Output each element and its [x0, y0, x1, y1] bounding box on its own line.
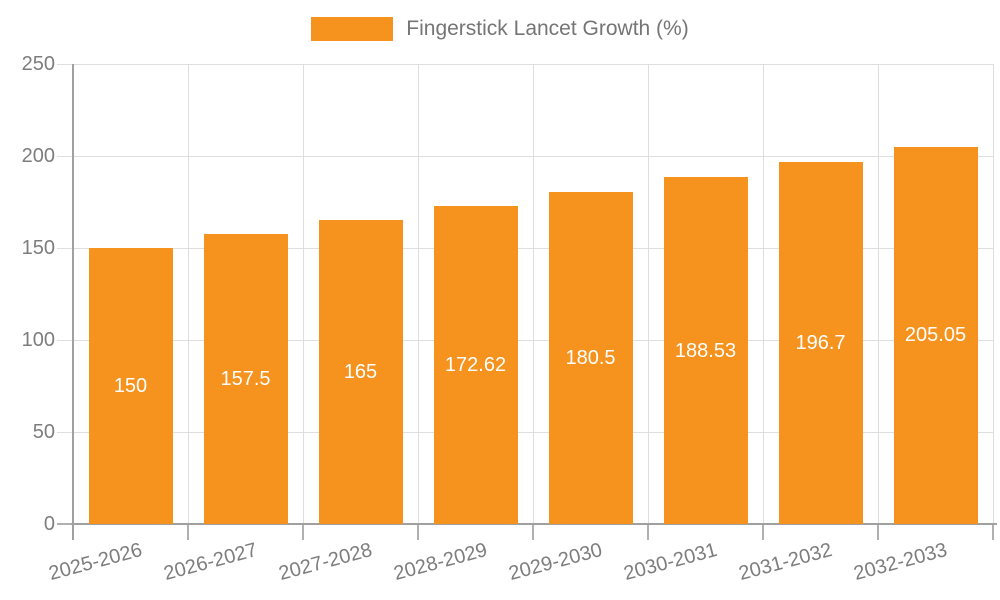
legend-label: Fingerstick Lancet Growth (%): [406, 17, 689, 40]
bar-2026-2027[interactable]: [203, 234, 288, 524]
legend-item[interactable]: Fingerstick Lancet Growth (%): [0, 17, 1000, 41]
y-axis-tick-label: 150: [21, 237, 55, 259]
bar-2031-2032[interactable]: [778, 162, 863, 524]
x-gridline: [763, 64, 764, 524]
x-axis-tick: [877, 524, 879, 540]
x-gridline: [648, 64, 649, 524]
y-gridline: [57, 340, 993, 341]
y-axis-tick-label: 250: [21, 53, 55, 75]
bar-2029-2030[interactable]: [548, 191, 633, 524]
x-axis-tick: [187, 524, 189, 540]
y-axis-tick-label: 100: [21, 329, 55, 351]
x-axis-tick: [417, 524, 419, 540]
x-axis-line: [71, 523, 997, 525]
bar-2025-2026[interactable]: [88, 248, 173, 524]
x-axis-tick-label: 2027-2028: [276, 538, 375, 585]
bar-2032-2033[interactable]: [893, 146, 978, 524]
bar-2028-2029[interactable]: [433, 206, 518, 524]
y-axis-tick-label: 200: [21, 145, 55, 167]
x-axis-tick: [302, 524, 304, 540]
y-gridline: [57, 64, 993, 65]
x-gridline: [533, 64, 534, 524]
bar-value-label: 150: [113, 375, 148, 397]
x-axis-tick: [992, 524, 994, 540]
y-axis-tick: [57, 523, 73, 525]
bar-value-label: 188.53: [674, 339, 737, 362]
bar-value-label: 165: [343, 361, 378, 384]
x-gridline: [188, 64, 189, 524]
x-axis-tick-label: 2032-2033: [851, 538, 950, 585]
x-gridline: [418, 64, 419, 524]
y-gridline: [57, 248, 993, 249]
x-axis-tick-label: 2026-2027: [161, 538, 260, 585]
bar-value-label: 157.5: [220, 368, 271, 391]
x-gridline: [993, 64, 994, 524]
x-axis-tick-label: 2031-2032: [736, 538, 835, 585]
y-axis-tick-label: 50: [32, 421, 55, 443]
x-axis-tick-label: 2028-2029: [391, 538, 490, 585]
x-axis-tick-label: 2025-2026: [46, 538, 145, 585]
bar-2030-2031[interactable]: [663, 177, 748, 524]
y-axis-tick-label: 0: [43, 513, 55, 535]
x-axis-tick-label: 2030-2031: [621, 538, 720, 585]
x-axis-tick: [532, 524, 534, 540]
bar-value-label: 205.05: [904, 324, 967, 347]
x-gridline: [878, 64, 879, 524]
y-axis-line: [72, 64, 74, 540]
y-gridline: [57, 156, 993, 157]
x-axis-tick: [647, 524, 649, 540]
bar-value-label: 180.5: [565, 346, 616, 369]
bar-value-label: 196.7: [795, 332, 846, 355]
x-axis-tick: [762, 524, 764, 540]
legend-swatch: [311, 17, 394, 41]
y-gridline: [57, 432, 993, 433]
x-gridline: [303, 64, 304, 524]
bar-value-label: 172.62: [444, 354, 507, 377]
x-axis-tick-label: 2029-2030: [506, 538, 605, 585]
bar-2027-2028[interactable]: [318, 220, 403, 524]
